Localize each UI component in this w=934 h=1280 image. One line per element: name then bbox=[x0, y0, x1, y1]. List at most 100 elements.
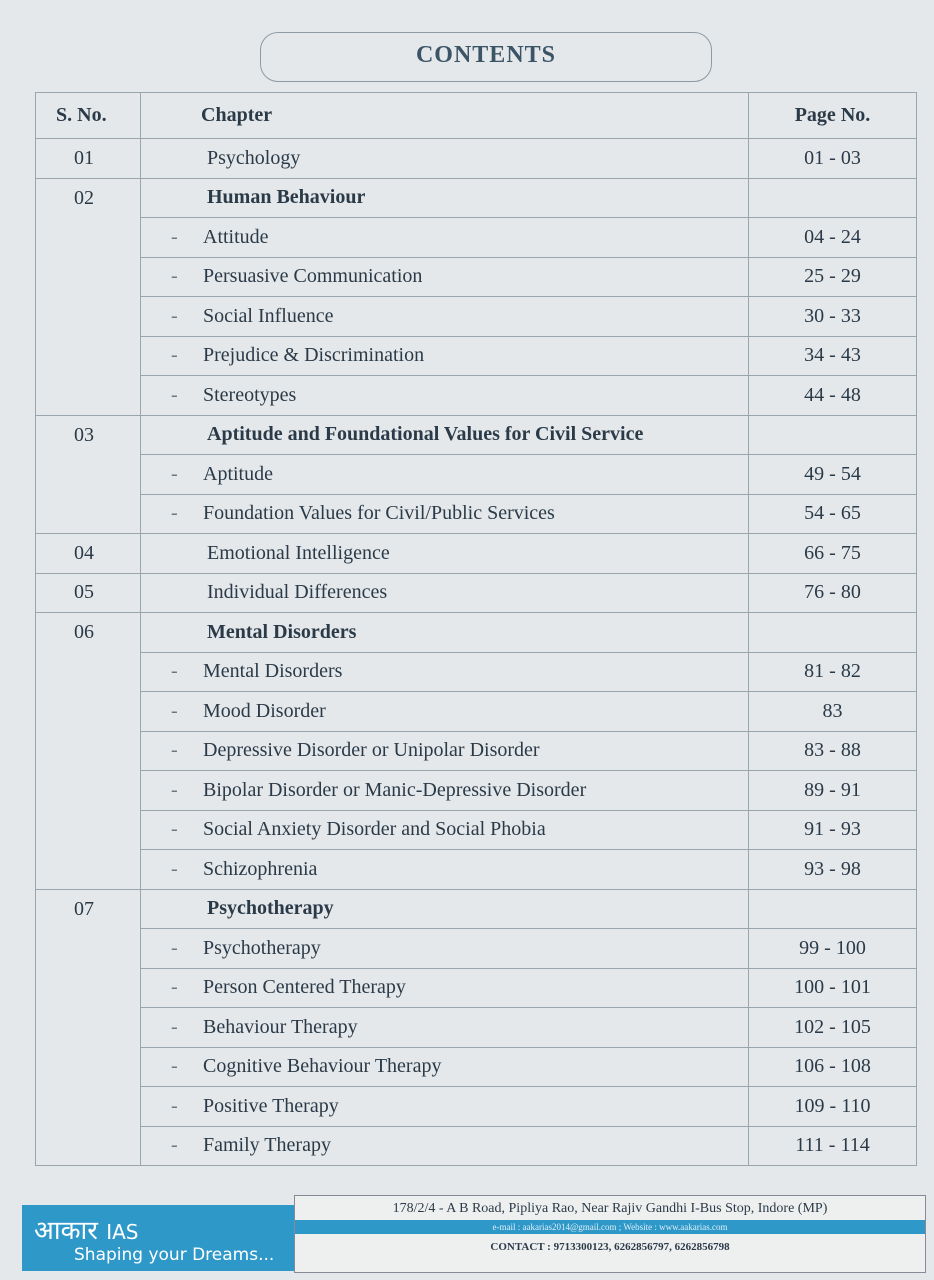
chapter-title: Positive Therapy bbox=[203, 1094, 339, 1117]
serial-number bbox=[35, 691, 141, 731]
chapter-title: Person Centered Therapy bbox=[203, 976, 406, 999]
dash-marker: - bbox=[171, 344, 178, 367]
page-range: 91 - 93 bbox=[748, 809, 917, 850]
chapter-cell: - Cognitive Behaviour Therapy bbox=[140, 1046, 749, 1087]
table-row: - Social Anxiety Disorder and Social Phob… bbox=[35, 809, 917, 850]
page-range bbox=[748, 177, 917, 218]
page-range: 106 - 108 bbox=[748, 1046, 917, 1087]
table-row: 07 Psychotherapy bbox=[35, 888, 917, 929]
chapter-cell: - Social Influence bbox=[140, 296, 749, 337]
chapter-cell: Psychology bbox=[140, 138, 749, 179]
chapter-cell: Emotional Intelligence bbox=[140, 533, 749, 574]
table-row: - Bipolar Disorder or Manic-Depressive Di… bbox=[35, 770, 917, 811]
table-row: - Aptitude 49 - 54 bbox=[35, 454, 917, 495]
table-row: - Person Centered Therapy 100 - 101 bbox=[35, 967, 917, 1008]
chapter-title: Attitude bbox=[203, 225, 269, 248]
page-range: 44 - 48 bbox=[748, 375, 917, 416]
serial-number bbox=[35, 336, 141, 376]
page-title: CONTENTS bbox=[260, 32, 712, 82]
dash-marker: - bbox=[171, 502, 178, 525]
chapter-cell: - Psychotherapy bbox=[140, 928, 749, 969]
serial-number bbox=[35, 770, 141, 810]
chapter-title: Stereotypes bbox=[203, 383, 297, 406]
page-range: 100 - 101 bbox=[748, 967, 917, 1008]
dash-marker: - bbox=[171, 778, 178, 801]
serial-number bbox=[35, 494, 141, 534]
footer: आकार IAS Shaping your Dreams... 178/2/4 … bbox=[22, 1195, 928, 1275]
table-row: - Depressive Disorder or Unipolar Disorde… bbox=[35, 730, 917, 771]
chapter-title: Depressive Disorder or Unipolar Disorder bbox=[203, 739, 540, 762]
dash-marker: - bbox=[171, 818, 178, 841]
dash-marker: - bbox=[171, 1134, 178, 1157]
page-range: 76 - 80 bbox=[748, 572, 917, 613]
chapter-cell: Individual Differences bbox=[140, 572, 749, 613]
page-range: 01 - 03 bbox=[748, 138, 917, 179]
dash-marker: - bbox=[171, 1055, 178, 1078]
dash-marker: - bbox=[171, 304, 178, 327]
chapter-title: Behaviour Therapy bbox=[203, 1015, 358, 1038]
page-range: 34 - 43 bbox=[748, 335, 917, 376]
brand-logo: आकार IAS Shaping your Dreams... bbox=[22, 1205, 294, 1271]
chapter-cell: - Behaviour Therapy bbox=[140, 1007, 749, 1048]
table-row: 04 Emotional Intelligence 66 - 75 bbox=[35, 533, 917, 574]
page-range: 83 bbox=[748, 691, 917, 732]
chapter-cell: - Foundation Values for Civil/Public Serv… bbox=[140, 493, 749, 534]
chapter-cell: Human Behaviour bbox=[140, 177, 749, 218]
chapter-cell: - Attitude bbox=[140, 217, 749, 258]
page-range bbox=[748, 414, 917, 455]
chapter-title: Individual Differences bbox=[207, 581, 388, 604]
chapter-title: Schizophrenia bbox=[203, 857, 318, 880]
page-range: 04 - 24 bbox=[748, 217, 917, 258]
chapter-title: Mental Disorders bbox=[203, 660, 343, 683]
serial-number bbox=[35, 810, 141, 850]
chapter-cell: - Depressive Disorder or Unipolar Disorde… bbox=[140, 730, 749, 771]
serial-number bbox=[35, 1126, 141, 1166]
page-range: 30 - 33 bbox=[748, 296, 917, 337]
dash-marker: - bbox=[171, 383, 178, 406]
page-range bbox=[748, 612, 917, 653]
page-range: 102 - 105 bbox=[748, 1007, 917, 1048]
dash-marker: - bbox=[171, 857, 178, 880]
serial-number bbox=[35, 731, 141, 771]
serial-number bbox=[35, 928, 141, 968]
page-range: 109 - 110 bbox=[748, 1086, 917, 1127]
page-range: 25 - 29 bbox=[748, 256, 917, 297]
chapter-cell: - Family Therapy bbox=[140, 1125, 749, 1166]
chapter-title: Prejudice & Discrimination bbox=[203, 344, 425, 367]
page-range: 54 - 65 bbox=[748, 493, 917, 534]
chapter-title: Social Influence bbox=[203, 304, 334, 327]
page-range: 111 - 114 bbox=[748, 1125, 917, 1166]
chapter-title: Mood Disorder bbox=[203, 699, 326, 722]
header-chapter: Chapter bbox=[140, 92, 749, 139]
serial-number: 05 bbox=[35, 572, 141, 613]
dash-marker: - bbox=[171, 936, 178, 959]
chapter-cell: - Prejudice & Discrimination bbox=[140, 335, 749, 376]
contact-numbers: CONTACT : 9713300123, 6262856797, 626285… bbox=[490, 1241, 730, 1253]
chapter-cell: - Positive Therapy bbox=[140, 1086, 749, 1127]
table-row: - Social Influence 30 - 33 bbox=[35, 296, 917, 337]
table-row: - Foundation Values for Civil/Public Serv… bbox=[35, 493, 917, 534]
serial-number bbox=[35, 375, 141, 416]
page-range: 83 - 88 bbox=[748, 730, 917, 771]
page-range: 99 - 100 bbox=[748, 928, 917, 969]
table-row: - Mood Disorder 83 bbox=[35, 691, 917, 732]
serial-number bbox=[35, 296, 141, 336]
table-row: - Cognitive Behaviour Therapy 106 - 108 bbox=[35, 1046, 917, 1087]
chapter-title: Emotional Intelligence bbox=[207, 541, 390, 564]
serial-number: 02 bbox=[35, 177, 141, 218]
serial-number: 01 bbox=[35, 138, 141, 179]
serial-number bbox=[35, 217, 141, 257]
chapter-cell: - Persuasive Communication bbox=[140, 256, 749, 297]
serial-number bbox=[35, 968, 141, 1008]
serial-number bbox=[35, 1047, 141, 1087]
table-row: - Psychotherapy 99 - 100 bbox=[35, 928, 917, 969]
page-range: 66 - 75 bbox=[748, 533, 917, 574]
dash-marker: - bbox=[171, 225, 178, 248]
contents-table: S. No. Chapter Page No. 01 Psychology 01… bbox=[35, 92, 917, 1166]
chapter-cell: - Person Centered Therapy bbox=[140, 967, 749, 1008]
dash-marker: - bbox=[171, 1015, 178, 1038]
table-row: 01 Psychology 01 - 03 bbox=[35, 138, 917, 179]
email-website: e-mail : aakarias2014@gmail.com ; Websit… bbox=[295, 1220, 925, 1234]
chapter-title: Psychotherapy bbox=[207, 897, 334, 920]
page-range: 89 - 91 bbox=[748, 770, 917, 811]
